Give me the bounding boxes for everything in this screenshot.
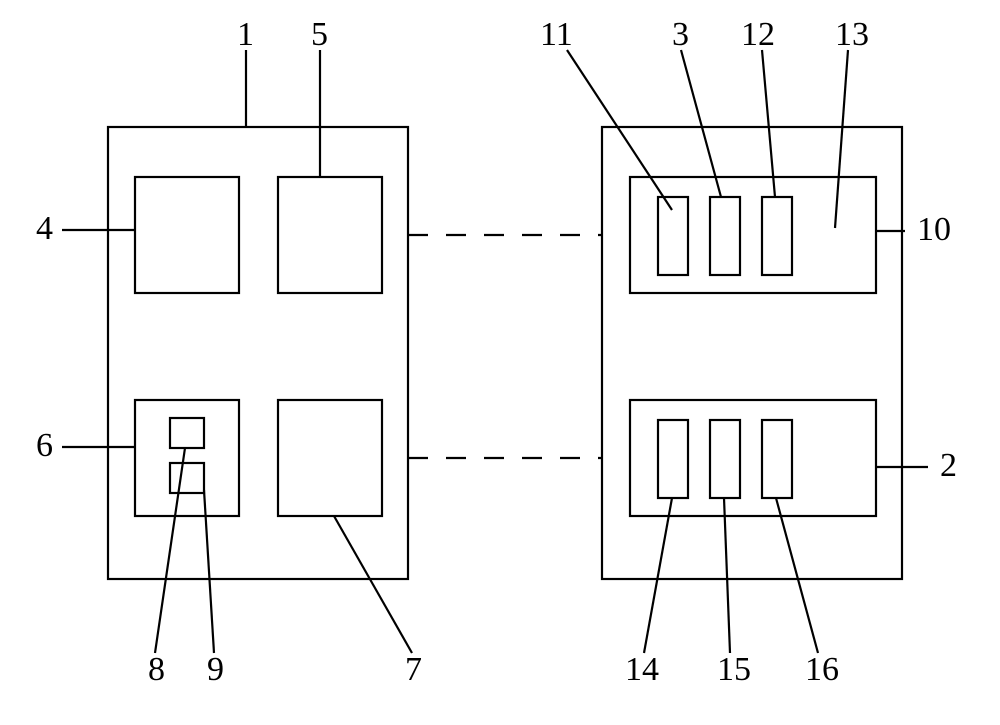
box-5 xyxy=(278,177,382,293)
slot-13 xyxy=(762,197,792,275)
leader-l14 xyxy=(644,498,672,653)
label-L15: 15 xyxy=(717,651,751,688)
slot-16 xyxy=(762,420,792,498)
label-L4: 4 xyxy=(36,210,53,247)
label-L3: 3 xyxy=(672,16,689,53)
leader-l9 xyxy=(204,490,214,653)
label-L11: 11 xyxy=(540,16,573,53)
label-L5: 5 xyxy=(311,16,328,53)
label-L16: 16 xyxy=(805,651,839,688)
label-L8: 8 xyxy=(148,651,165,688)
leader-l7 xyxy=(334,516,412,653)
slot-14 xyxy=(658,420,688,498)
box-4 xyxy=(135,177,239,293)
small-box-8 xyxy=(170,418,204,448)
slot-12 xyxy=(710,197,740,275)
right-block xyxy=(602,127,902,579)
small-box-9 xyxy=(170,463,204,493)
label-L7: 7 xyxy=(405,651,422,688)
label-L14: 14 xyxy=(625,651,659,688)
leader-l12 xyxy=(762,50,775,197)
label-L2: 2 xyxy=(940,447,957,484)
label-L13: 13 xyxy=(835,16,869,53)
label-L9: 9 xyxy=(207,651,224,688)
leader-l15 xyxy=(724,498,730,653)
slot-11 xyxy=(658,197,688,275)
label-L6: 6 xyxy=(36,427,53,464)
label-L1: 1 xyxy=(237,16,254,53)
left-block xyxy=(108,127,408,579)
label-L12: 12 xyxy=(741,16,775,53)
leader-l16 xyxy=(776,498,818,653)
slot-15 xyxy=(710,420,740,498)
leader-l13 xyxy=(835,50,848,228)
box-7 xyxy=(278,400,382,516)
leader-l3 xyxy=(681,50,721,197)
label-L10: 10 xyxy=(917,211,951,248)
leader-l11 xyxy=(567,50,672,210)
